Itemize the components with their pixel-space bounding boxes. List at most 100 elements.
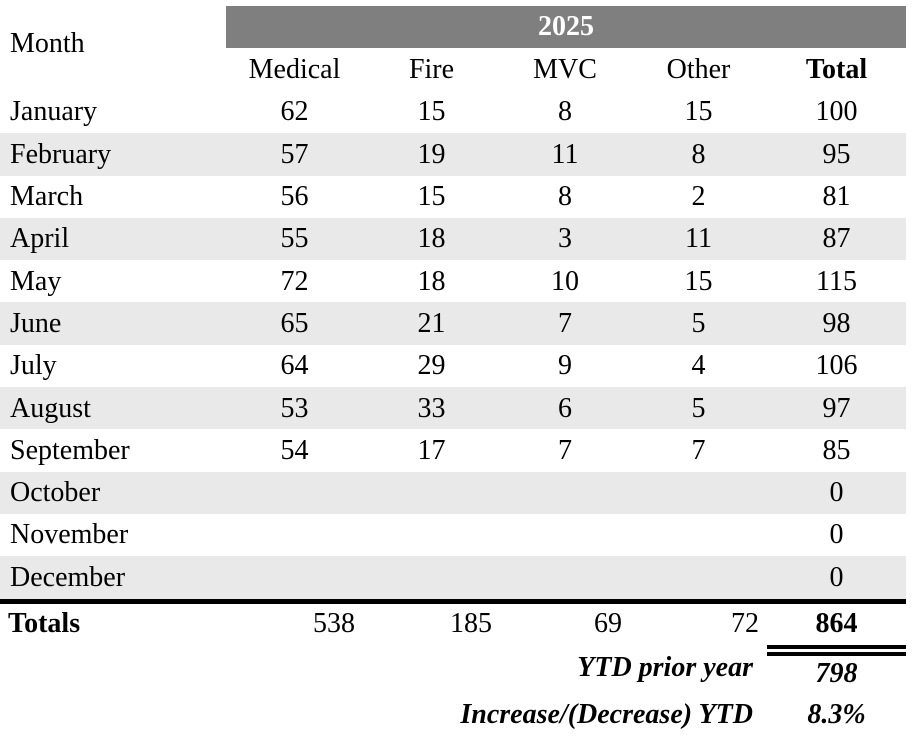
fire-cell: 19 — [363, 133, 500, 176]
ytd-prior-year-label: YTD prior year — [577, 652, 753, 684]
total-cell: 0 — [767, 471, 907, 514]
total-cell: 87 — [767, 217, 907, 261]
month-cell: April — [0, 217, 226, 261]
table-row: August 53 33 6 5 97 — [0, 387, 907, 430]
mvc-cell — [500, 556, 630, 599]
medical-cell — [226, 471, 363, 514]
table-row: January 62 15 8 15 100 — [0, 91, 906, 133]
medical-cell: 56 — [280, 181, 309, 213]
incident-report-table: Month 2025 Medical Fire MVC Other Total … — [0, 6, 907, 738]
mvc-cell — [500, 514, 630, 556]
total-cell: 115 — [816, 265, 858, 297]
fire-cell: 15 — [417, 181, 446, 213]
month-cell: June — [0, 302, 226, 345]
mvc-cell: 6 — [500, 387, 630, 430]
total-cell: 106 — [815, 350, 858, 382]
fire-cell: 18 — [417, 265, 446, 297]
medical-cell: 53 — [226, 387, 363, 430]
column-header-other: Other — [666, 53, 731, 85]
fire-cell — [363, 471, 500, 514]
medical-cell — [226, 556, 363, 599]
table-row: October 0 — [0, 471, 907, 514]
mvc-cell: 9 — [558, 350, 572, 382]
totals-other: 72 — [630, 598, 767, 645]
total-cell: 0 — [767, 556, 907, 599]
mvc-cell: 8 — [558, 181, 572, 213]
month-cell: August — [0, 387, 226, 430]
total-cell: 100 — [815, 96, 858, 128]
mvc-cell: 3 — [500, 217, 630, 261]
totals-row: Totals 538 185 69 72 864 — [0, 598, 907, 645]
total-cell: 98 — [767, 302, 907, 345]
table-row: December 0 — [0, 556, 907, 599]
mvc-cell: 7 — [500, 302, 630, 345]
total-cell: 85 — [822, 434, 851, 466]
month-cell: February — [0, 133, 226, 176]
medical-cell: 65 — [226, 302, 363, 345]
total-cell: 97 — [767, 387, 907, 430]
table-row: Medical Fire MVC Other Total — [0, 48, 906, 91]
total-cell: 81 — [822, 181, 851, 213]
column-header-mvc: MVC — [533, 53, 597, 85]
increase-decrease-row: Increase/(Decrease) YTD 8.3% — [0, 692, 906, 738]
other-cell: 7 — [691, 434, 706, 466]
table-row: November 0 — [0, 514, 906, 556]
ytd-prior-year-value: 798 — [767, 644, 907, 692]
other-cell: 5 — [630, 387, 767, 430]
other-cell: 2 — [691, 181, 706, 213]
month-cell: December — [0, 556, 226, 599]
other-cell: 5 — [630, 302, 767, 345]
month-cell: January — [10, 96, 98, 128]
column-header-medical: Medical — [248, 53, 341, 85]
table-row: Month 2025 — [0, 6, 907, 58]
table-row: March 56 15 8 2 81 — [0, 176, 906, 218]
month-cell: November — [10, 519, 129, 551]
month-cell: July — [10, 350, 57, 382]
ytd-prior-year-row: YTD prior year 798 — [0, 644, 907, 692]
fire-cell — [363, 514, 500, 556]
year-banner: 2025 — [226, 6, 907, 48]
totals-mvc: 69 — [500, 598, 630, 645]
other-cell: 15 — [684, 96, 713, 128]
medical-cell: 72 — [280, 265, 309, 297]
medical-cell — [226, 514, 363, 556]
fire-cell: 18 — [363, 217, 500, 261]
totals-label: Totals — [0, 598, 226, 645]
mvc-cell — [500, 471, 630, 514]
fire-cell — [363, 556, 500, 599]
table-row: July 64 29 9 4 106 — [0, 345, 906, 387]
fire-cell: 29 — [417, 350, 446, 382]
other-cell: 15 — [684, 265, 713, 297]
total-cell: 95 — [767, 133, 907, 176]
fire-cell: 33 — [363, 387, 500, 430]
fire-cell: 17 — [417, 434, 446, 466]
table-row: February 57 19 11 8 95 — [0, 133, 907, 176]
month-cell: October — [0, 471, 226, 514]
medical-cell: 54 — [280, 434, 309, 466]
mvc-cell: 10 — [551, 265, 579, 297]
table-row: June 65 21 7 5 98 — [0, 302, 907, 345]
fire-cell: 21 — [363, 302, 500, 345]
totals-fire: 185 — [363, 598, 500, 645]
medical-cell: 62 — [280, 96, 309, 128]
mvc-cell: 7 — [558, 434, 572, 466]
increase-decrease-value: 8.3% — [807, 698, 866, 730]
other-cell: 11 — [630, 217, 767, 261]
totals-medical: 538 — [226, 598, 363, 645]
other-cell — [630, 471, 767, 514]
column-header-fire: Fire — [408, 53, 455, 85]
table-row: September 54 17 7 7 85 — [0, 429, 906, 471]
month-cell: May — [10, 265, 62, 297]
table-row: April 55 18 3 11 87 — [0, 217, 907, 261]
other-cell — [630, 556, 767, 599]
month-column-header: Month — [10, 27, 85, 59]
mvc-cell: 11 — [500, 133, 630, 176]
total-cell: 0 — [829, 519, 844, 551]
medical-cell: 64 — [280, 350, 309, 382]
medical-cell: 57 — [226, 133, 363, 176]
column-header-total: Total — [805, 53, 868, 85]
month-cell: March — [10, 181, 84, 213]
fire-cell: 15 — [417, 96, 446, 128]
increase-decrease-label: Increase/(Decrease) YTD — [460, 698, 753, 730]
mvc-cell: 8 — [558, 96, 572, 128]
